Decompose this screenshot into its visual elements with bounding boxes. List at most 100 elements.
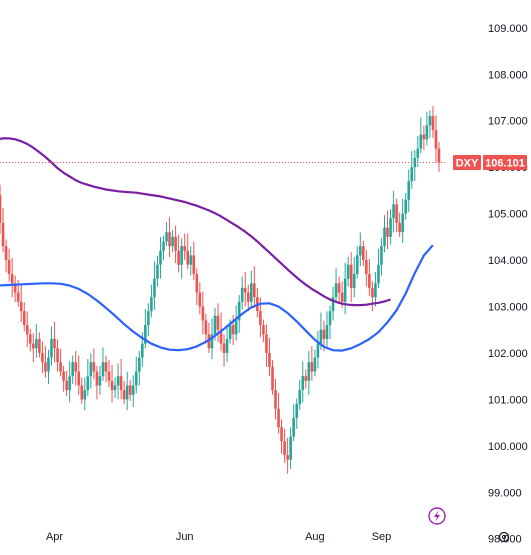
- candle-body: [210, 334, 214, 349]
- candle-body: [119, 376, 123, 391]
- candle-body: [319, 329, 323, 344]
- candle-body: [274, 390, 277, 409]
- candle-body: [371, 287, 374, 298]
- candle-body: [213, 315, 217, 335]
- y-tick-label: 109.000: [488, 23, 528, 35]
- candle-body: [83, 390, 87, 400]
- candle-body: [383, 227, 386, 247]
- candle-body: [86, 376, 90, 391]
- candle-body: [292, 417, 295, 437]
- candle-body: [65, 380, 68, 391]
- candle-body: [147, 311, 150, 326]
- candle-body: [0, 195, 2, 223]
- candle-body: [53, 339, 56, 349]
- candle-body: [56, 348, 59, 363]
- candles-layer: [0, 105, 441, 474]
- candle-body: [262, 325, 265, 335]
- candle-body: [122, 390, 126, 400]
- candle-body: [4, 246, 8, 261]
- candle-body: [428, 116, 432, 126]
- candle-body: [216, 315, 220, 330]
- candle-body: [313, 357, 317, 372]
- candle-body: [116, 376, 120, 386]
- y-tick-label: 100.000: [488, 441, 528, 453]
- symbol-label: DXY: [456, 157, 479, 169]
- candle-body: [62, 371, 65, 381]
- candle-body: [340, 292, 344, 302]
- candle-body: [228, 325, 232, 340]
- candle-body: [32, 343, 35, 349]
- candle-body: [243, 287, 247, 293]
- candle-body: [234, 320, 238, 335]
- candle-body: [156, 264, 159, 279]
- candle-body: [434, 130, 438, 149]
- candle-body: [365, 260, 368, 274]
- candle-body: [325, 325, 329, 340]
- candle-body: [137, 357, 141, 372]
- time-axis[interactable]: Apr Jun Aug Sep: [46, 531, 391, 543]
- candle-body: [144, 325, 147, 344]
- candle-body: [395, 204, 398, 223]
- candle-body: [50, 339, 53, 358]
- candle-body: [128, 385, 132, 395]
- candle-body: [410, 167, 414, 182]
- price-axis[interactable]: 109.000108.000107.000106.000105.000104.0…: [488, 23, 528, 546]
- moving-average-long-line: [0, 137, 391, 307]
- moving-averages-layer: [0, 137, 434, 352]
- candle-body: [180, 246, 183, 265]
- candle-body: [59, 362, 62, 372]
- candle-body: [125, 385, 129, 400]
- last-price-label: 106.101: [485, 157, 525, 169]
- candle-body: [107, 371, 111, 381]
- moving-average-short-line: [0, 244, 434, 352]
- candle-body: [349, 264, 353, 288]
- candle-body: [44, 362, 47, 372]
- candle-body: [134, 371, 138, 386]
- candle-body: [328, 311, 332, 326]
- candle-body: [331, 297, 335, 312]
- candle-body: [195, 274, 199, 293]
- candle-body: [392, 204, 395, 219]
- candle-body: [201, 306, 205, 321]
- candle-body: [431, 116, 435, 131]
- candle-body: [358, 246, 362, 256]
- candle-body: [222, 343, 226, 353]
- candle-body: [104, 362, 108, 372]
- candle-body: [25, 325, 29, 335]
- candle-body: [89, 362, 93, 377]
- candle-body: [283, 441, 286, 456]
- y-tick-label: 103.000: [488, 302, 528, 314]
- last-price-tag: [483, 154, 527, 170]
- gear-icon[interactable]: [498, 531, 510, 543]
- y-tick-label: 105.000: [488, 209, 528, 221]
- candle-body: [404, 199, 407, 214]
- candle-body: [304, 376, 308, 381]
- candle-body: [131, 385, 135, 395]
- lightning-icon[interactable]: [428, 507, 446, 525]
- candle-body: [343, 278, 347, 302]
- candle-body: [98, 376, 102, 386]
- candle-body: [159, 250, 162, 265]
- candle-body: [316, 343, 320, 358]
- candle-body: [1, 222, 5, 247]
- candle-body: [307, 362, 311, 381]
- candle-body: [377, 264, 380, 284]
- lightning-icon-ring: [428, 507, 446, 525]
- gear-icon-inner: [501, 534, 507, 540]
- candle-body: [389, 218, 392, 237]
- y-tick-label: 107.000: [488, 116, 528, 128]
- candle-body: [355, 255, 359, 274]
- candle-body: [162, 241, 165, 251]
- candle-body: [186, 250, 190, 265]
- candle-body: [101, 362, 105, 377]
- candle-body: [74, 362, 78, 372]
- candle-body: [71, 362, 74, 377]
- candle-body: [407, 181, 411, 200]
- y-tick-label: 98.000: [488, 534, 522, 546]
- candle-body: [219, 329, 223, 344]
- x-tick-label: Aug: [305, 531, 325, 543]
- candle-body: [207, 334, 211, 349]
